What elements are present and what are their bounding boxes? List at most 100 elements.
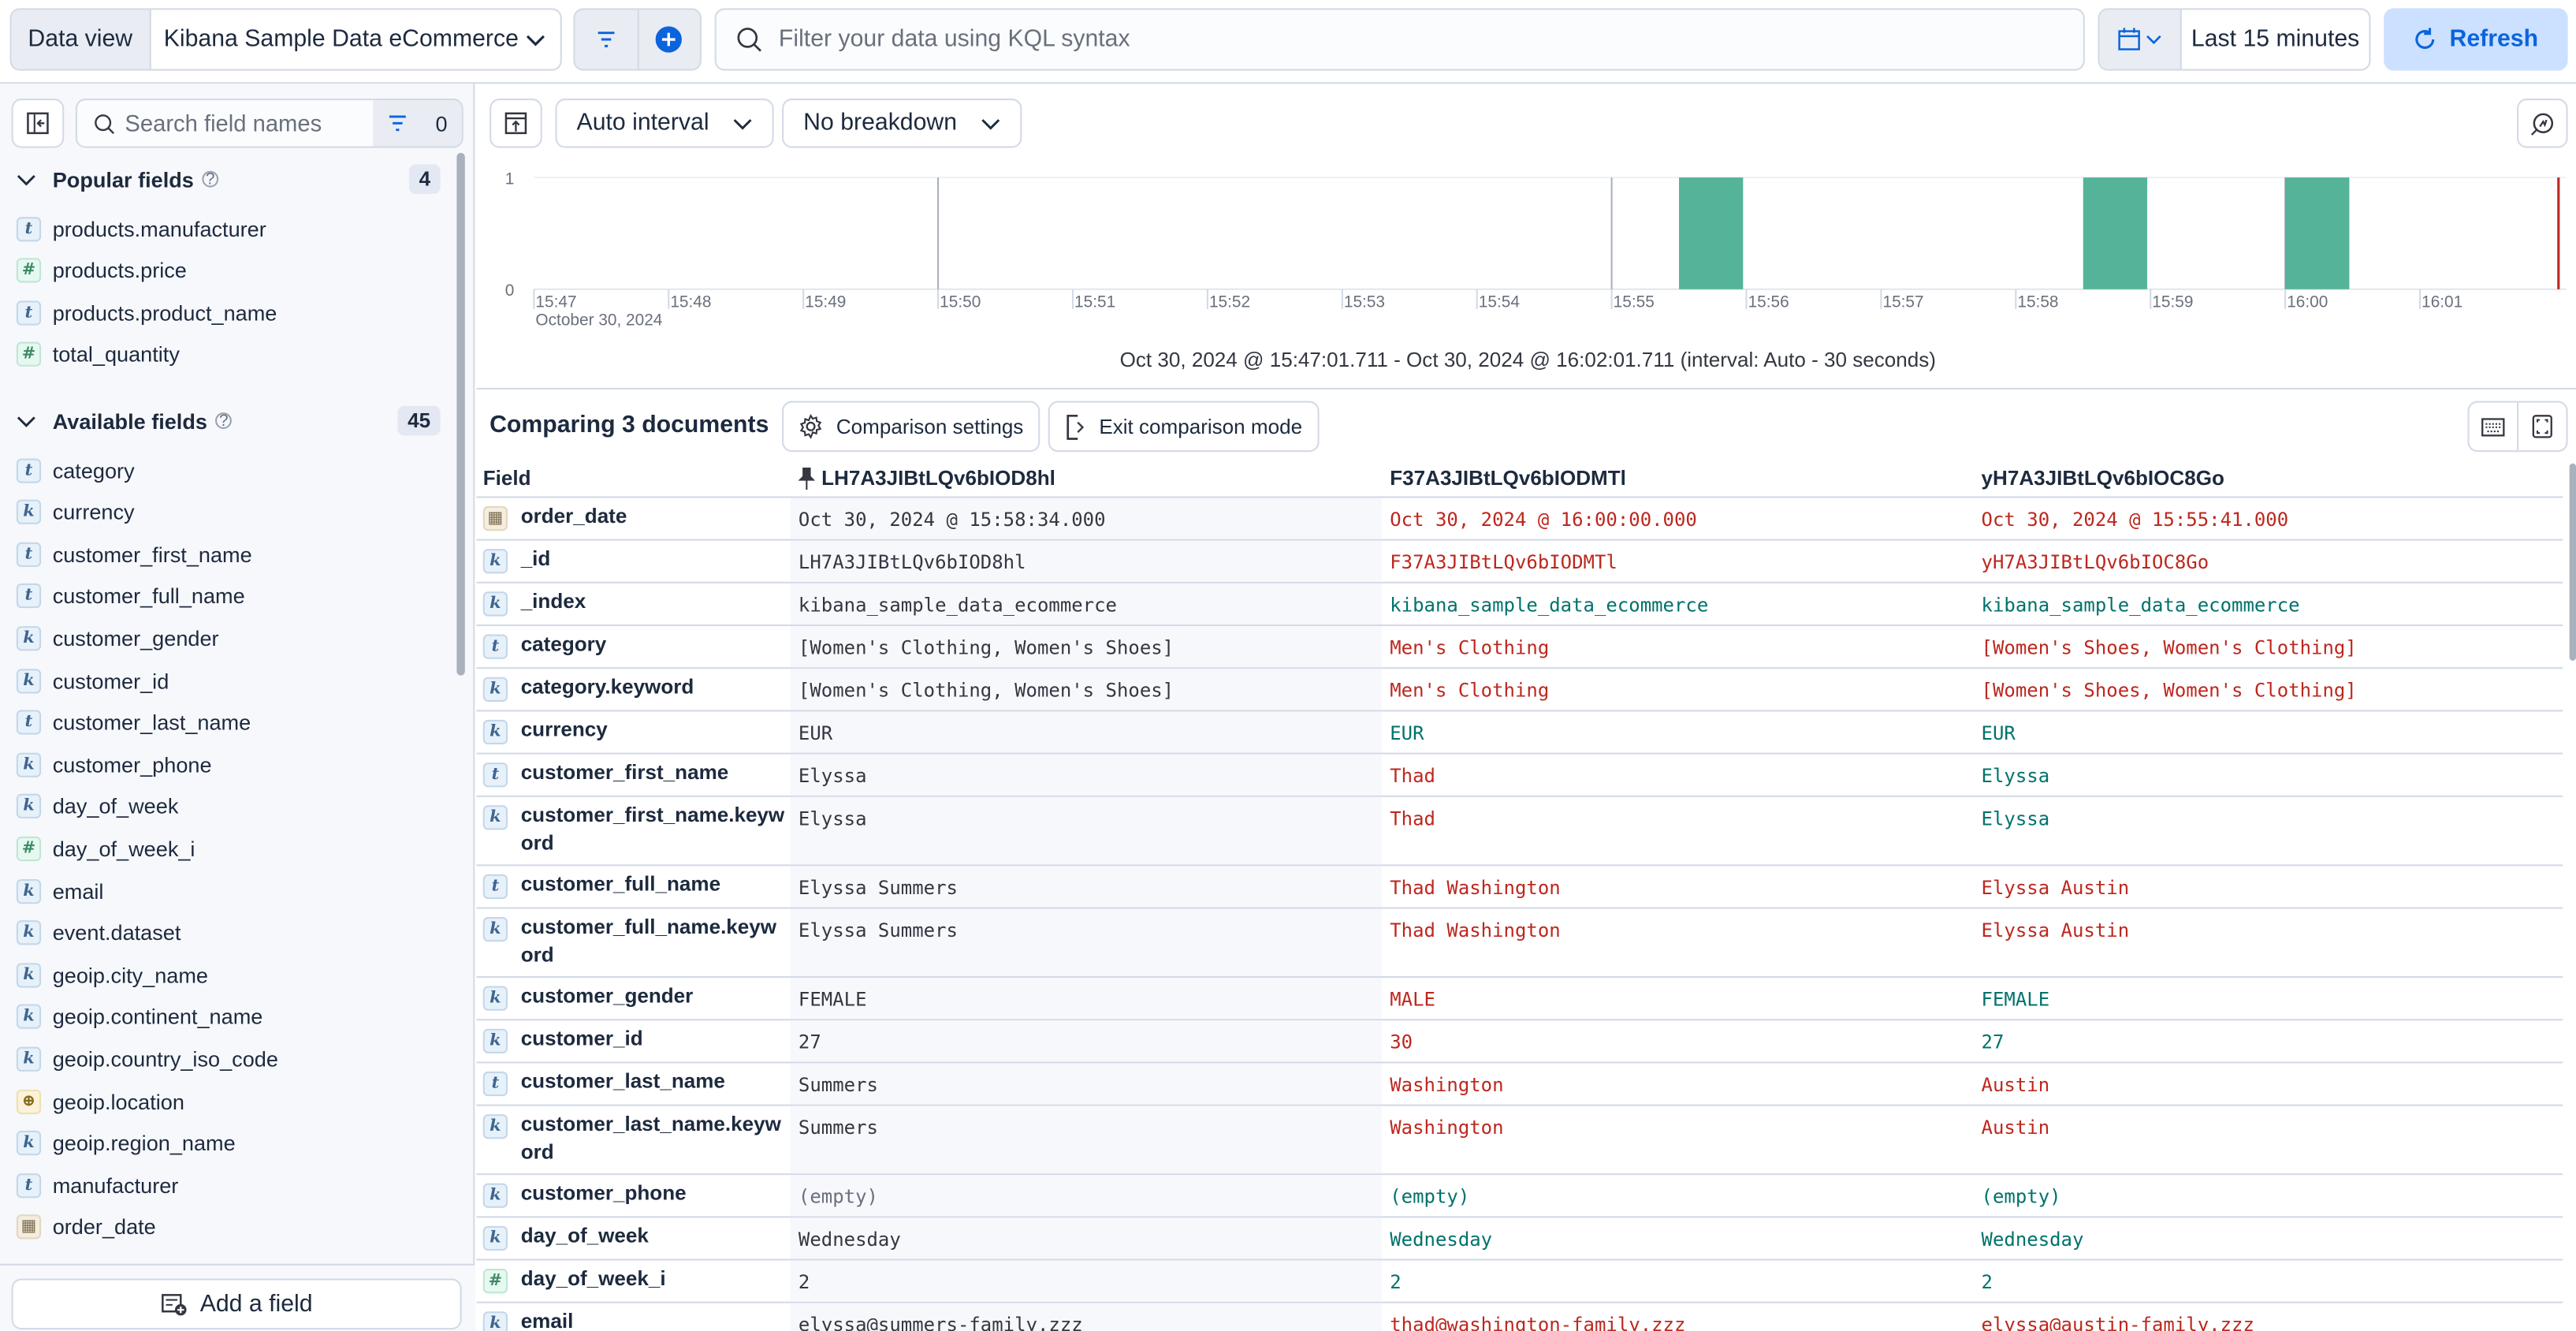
sidebar-field-item[interactable]: t products.product_name	[16, 296, 277, 330]
value-cell-doc-2[interactable]: kibana_sample_data_ecommerce	[1390, 593, 1709, 617]
comparison-settings-button[interactable]: Comparison settings	[782, 401, 1040, 453]
value-cell-doc-2[interactable]: thad@washington-family.zzz	[1390, 1313, 1686, 1331]
value-cell-doc-1[interactable]: LH7A3JIBtLQv6bIOD8hl	[790, 540, 1382, 582]
field-filter-button[interactable]: 0	[373, 100, 462, 147]
value-cell-doc-2[interactable]: 30	[1390, 1030, 1413, 1053]
doc-column-header[interactable]: F37A3JIBtLQv6bIODMTl	[1390, 466, 1626, 490]
value-cell-doc-3[interactable]: (empty)	[1981, 1184, 2061, 1208]
value-cell-doc-2[interactable]: (empty)	[1390, 1184, 1470, 1208]
value-cell-doc-2[interactable]: 2	[1390, 1270, 1402, 1294]
value-cell-doc-2[interactable]: Washington	[1390, 1116, 1504, 1139]
value-cell-doc-1[interactable]: [Women's Clothing, Women's Shoes]	[790, 626, 1382, 668]
value-cell-doc-3[interactable]: Elyssa Austin	[1981, 919, 2130, 942]
sidebar-field-item[interactable]: k event.dataset	[16, 916, 181, 949]
value-cell-doc-2[interactable]: Washington	[1390, 1072, 1504, 1097]
value-cell-doc-3[interactable]: EUR	[1981, 721, 2016, 745]
filter-options-button[interactable]	[575, 10, 636, 69]
value-cell-doc-2[interactable]: Thad Washington	[1390, 919, 1561, 942]
value-cell-doc-1[interactable]: kibana_sample_data_ecommerce	[790, 583, 1382, 624]
sidebar-field-item[interactable]: t manufacturer	[16, 1169, 178, 1202]
sidebar-field-item[interactable]: ▦ order_date	[16, 1211, 156, 1244]
value-cell-doc-1[interactable]: Summers	[790, 1105, 1382, 1174]
sidebar-field-item[interactable]: # total_quantity	[16, 338, 180, 371]
sidebar-field-item[interactable]: ⊕ geoip.location	[16, 1085, 184, 1118]
collapse-sidebar-button[interactable]	[11, 99, 65, 148]
value-cell-doc-1[interactable]: elyssa@summers-family.zzz	[790, 1303, 1382, 1331]
table-scrollbar[interactable]	[2569, 463, 2576, 661]
value-cell-doc-3[interactable]: 27	[1981, 1030, 2005, 1053]
popular-fields-header[interactable]: Popular fields ? 4	[17, 161, 441, 197]
sidebar-scrollbar[interactable]	[456, 152, 465, 676]
sidebar-field-item[interactable]: k currency	[16, 496, 135, 529]
sidebar-field-item[interactable]: t customer_first_name	[16, 538, 252, 571]
sidebar-field-item[interactable]: t products.manufacturer	[16, 212, 266, 245]
value-cell-doc-2[interactable]: Thad Washington	[1390, 875, 1561, 900]
add-field-button[interactable]: Add a field	[11, 1278, 462, 1330]
value-cell-doc-1[interactable]: Elyssa Summers	[790, 866, 1382, 908]
value-cell-doc-1[interactable]: EUR	[790, 711, 1382, 753]
value-cell-doc-3[interactable]: elyssa@austin-family.zzz	[1981, 1313, 2254, 1331]
sidebar-field-item[interactable]: t category	[16, 453, 135, 487]
visualize-button[interactable]	[2516, 99, 2568, 148]
value-cell-doc-1[interactable]: Elyssa	[790, 754, 1382, 796]
value-cell-doc-3[interactable]: Austin	[1981, 1116, 2050, 1139]
sidebar-field-item[interactable]: t customer_full_name	[16, 580, 245, 613]
value-cell-doc-1[interactable]: [Women's Clothing, Women's Shoes]	[790, 669, 1382, 710]
value-cell-doc-1[interactable]: Elyssa Summers	[790, 908, 1382, 977]
sidebar-field-item[interactable]: k customer_phone	[16, 748, 212, 781]
sidebar-field-item[interactable]: k geoip.region_name	[16, 1127, 236, 1160]
available-fields-header[interactable]: Available fields ? 45	[17, 403, 441, 439]
quick-select-button[interactable]	[2099, 9, 2182, 69]
value-cell-doc-3[interactable]: Oct 30, 2024 @ 15:55:41.000	[1981, 508, 2289, 531]
sidebar-field-item[interactable]: k customer_gender	[16, 622, 219, 655]
sidebar-field-item[interactable]: # day_of_week_i	[16, 832, 195, 865]
value-cell-doc-3[interactable]: kibana_sample_data_ecommerce	[1981, 593, 2300, 617]
value-cell-doc-2[interactable]: MALE	[1390, 987, 1435, 1011]
value-cell-doc-3[interactable]: Elyssa Austin	[1981, 875, 2130, 900]
doc-column-header[interactable]: LH7A3JIBtLQv6bIOD8hl	[791, 467, 1382, 490]
value-cell-doc-3[interactable]: Elyssa	[1981, 807, 2050, 830]
value-cell-doc-2[interactable]: Men's Clothing	[1390, 678, 1550, 702]
add-filter-button[interactable]	[636, 9, 700, 69]
field-column-header[interactable]: Field	[482, 466, 531, 490]
value-cell-doc-1[interactable]: FEMALE	[790, 978, 1382, 1020]
value-cell-doc-1[interactable]: 2	[790, 1260, 1382, 1302]
data-view-picker[interactable]: Data view Kibana Sample Data eCommerce	[9, 8, 562, 71]
value-cell-doc-1[interactable]: 27	[790, 1020, 1382, 1062]
sidebar-field-item[interactable]: k geoip.country_iso_code	[16, 1042, 278, 1076]
value-cell-doc-3[interactable]: Wednesday	[1981, 1227, 2084, 1251]
fullscreen-button[interactable]	[2516, 402, 2567, 451]
value-cell-doc-1[interactable]: Elyssa	[790, 796, 1382, 865]
value-cell-doc-2[interactable]: Wednesday	[1390, 1227, 1493, 1251]
value-cell-doc-1[interactable]: Wednesday	[790, 1217, 1382, 1259]
value-cell-doc-3[interactable]: FEMALE	[1981, 987, 2050, 1011]
time-range-label[interactable]: Last 15 minutes	[2191, 26, 2360, 53]
value-cell-doc-3[interactable]: [Women's Shoes, Women's Clothing]	[1981, 678, 2357, 702]
value-cell-doc-2[interactable]: Men's Clothing	[1390, 636, 1550, 659]
time-picker[interactable]: Last 15 minutes	[2098, 8, 2371, 71]
sidebar-field-item[interactable]: k geoip.city_name	[16, 958, 208, 991]
sidebar-field-item[interactable]: k day_of_week	[16, 790, 179, 823]
kql-query-input[interactable]	[778, 26, 2083, 53]
value-cell-doc-1[interactable]: Summers	[790, 1063, 1382, 1105]
value-cell-doc-2[interactable]: Thad	[1390, 764, 1435, 788]
sidebar-field-item[interactable]: k geoip.continent_name	[16, 1001, 262, 1034]
exit-comparison-button[interactable]: Exit comparison mode	[1048, 401, 1319, 453]
value-cell-doc-3[interactable]: yH7A3JIBtLQv6bIOC8Go	[1981, 550, 2209, 574]
value-cell-doc-1[interactable]: (empty)	[790, 1175, 1382, 1217]
sidebar-field-item[interactable]: k customer_id	[16, 664, 169, 697]
value-cell-doc-2[interactable]: EUR	[1390, 721, 1424, 745]
value-cell-doc-2[interactable]: F37A3JIBtLQv6bIODMTl	[1390, 550, 1617, 574]
value-cell-doc-3[interactable]: Austin	[1981, 1072, 2050, 1097]
value-cell-doc-2[interactable]: Thad	[1390, 807, 1435, 830]
toggle-chart-button[interactable]	[490, 99, 542, 148]
refresh-button[interactable]: Refresh	[2384, 8, 2568, 71]
value-cell-doc-1[interactable]: Oct 30, 2024 @ 15:58:34.000	[790, 498, 1382, 539]
field-search[interactable]: 0	[75, 99, 463, 148]
breakdown-select[interactable]: No breakdown	[782, 99, 1022, 148]
value-cell-doc-3[interactable]: [Women's Shoes, Women's Clothing]	[1981, 636, 2357, 659]
interval-select[interactable]: Auto interval	[555, 99, 773, 148]
field-search-input[interactable]	[125, 110, 372, 136]
sidebar-field-item[interactable]: # products.price	[16, 254, 187, 287]
value-cell-doc-3[interactable]: 2	[1981, 1270, 1993, 1294]
